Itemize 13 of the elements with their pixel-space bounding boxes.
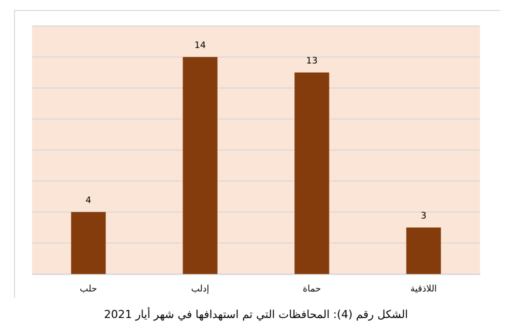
data-label: 14	[194, 41, 206, 51]
bar	[71, 212, 106, 274]
data-label: 4	[86, 196, 92, 206]
bar	[182, 57, 218, 274]
data-label: 3	[420, 212, 426, 222]
x-tick-label: حماة	[302, 284, 321, 294]
x-tick-label: إدلب	[191, 284, 210, 294]
text: الشكل رقم (4): المحافظات التي تم استهدافها في شهر أيار 2021	[102, 308, 409, 321]
bar	[406, 228, 441, 274]
x-tick-label: اللاذقية	[410, 284, 437, 294]
data-label: 13	[306, 56, 318, 66]
bar	[294, 72, 330, 274]
x-tick-label: حلب	[80, 284, 98, 294]
